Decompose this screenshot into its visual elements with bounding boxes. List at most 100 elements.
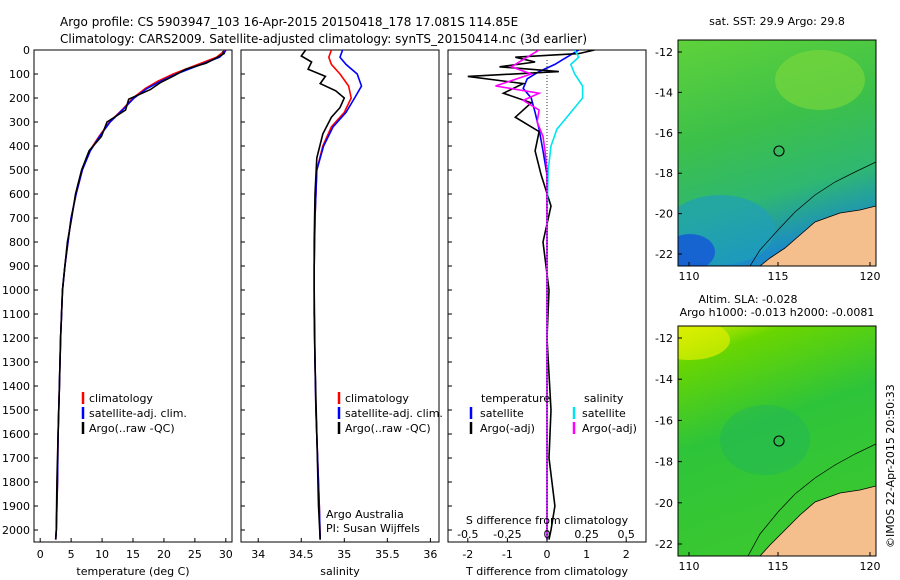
- depth-tick-label: 1500: [2, 404, 30, 417]
- land-mass: [760, 486, 876, 556]
- temperature-panel: [33, 49, 233, 543]
- map-y-tick-label: -14: [655, 86, 673, 99]
- depth-tick-label: 1300: [2, 356, 30, 369]
- x-tick-label: -2: [462, 548, 473, 561]
- salinity-legend: climatology satellite-adj. clim. Argo(..…: [337, 392, 443, 435]
- depth-tick-label: 1800: [2, 476, 30, 489]
- pi-note: PI: Susan Wijffels: [326, 522, 420, 535]
- sla-map-frame: [677, 325, 877, 557]
- map-x-tick-label: 120: [860, 560, 881, 573]
- difference-legend-salinity: salinity satellite Argo(-adj): [572, 392, 637, 435]
- legend-label-sat-salinity: satellite: [582, 407, 626, 420]
- map-y-tick-label: -20: [655, 208, 673, 221]
- difference-legend-temperature: temperature satellite Argo(-adj): [469, 392, 550, 435]
- shelf-contour: [747, 443, 876, 556]
- x-tick-label: 35.5: [375, 548, 400, 561]
- legend-heading-temperature: temperature: [481, 392, 550, 405]
- depth-tick-label: 1700: [2, 452, 30, 465]
- x-tick-label: 0: [544, 548, 551, 561]
- series-line-temperature-satellite: [522, 50, 580, 540]
- legend-label-climatology: climatology: [345, 392, 409, 405]
- series-line-satellite-adj-clim-: [313, 50, 363, 540]
- map-y-tick-label: -22: [655, 248, 673, 261]
- map-x-tick-label: 110: [679, 560, 700, 573]
- legend-label-argo: Argo(-adj): [480, 422, 535, 435]
- legend-label-satellite: satellite-adj. clim.: [89, 407, 187, 420]
- map-x-tick-label: 110: [679, 270, 700, 283]
- x-tick-label: 15: [126, 548, 140, 561]
- x-tick-label: 1: [583, 548, 590, 561]
- map-y-tick-label: -20: [655, 497, 673, 510]
- depth-tick-label: 400: [9, 140, 30, 153]
- s-tick-label: -0.25: [493, 528, 521, 541]
- series-line-salinity-argo-adj-: [495, 50, 548, 540]
- sla-map: [678, 326, 876, 556]
- argo-float-marker: [773, 435, 785, 447]
- x-tick-label: 2: [623, 548, 630, 561]
- series-line-argo-raw-qc-: [300, 50, 346, 540]
- map-x-tick-label: 115: [768, 560, 789, 573]
- coastline: [759, 485, 876, 556]
- legend-label-argo: Argo(..raw -QC): [89, 422, 175, 435]
- sst-map: [678, 40, 876, 266]
- depth-tick-label: 600: [9, 188, 30, 201]
- map-y-tick-label: -16: [655, 127, 673, 140]
- legend-label-argo-salinity: Argo(-adj): [582, 422, 637, 435]
- argo-float-marker: [773, 145, 785, 157]
- x-tick-label: 5: [68, 548, 75, 561]
- s-difference-axis-label: S difference from climatology: [466, 514, 629, 527]
- map-y-tick-label: -12: [655, 46, 673, 59]
- header-line-2: Climatology: CARS2009. Satellite-adjuste…: [60, 32, 587, 46]
- sst-warm-patch: [775, 50, 865, 110]
- series-line-argo-raw-qc-: [54, 50, 226, 540]
- sst-map-title: sat. SST: 29.9 Argo: 29.8: [709, 15, 845, 28]
- land-mass: [760, 206, 876, 266]
- map-y-tick-label: -16: [655, 414, 673, 427]
- legend-label-argo: Argo(..raw -QC): [345, 422, 431, 435]
- depth-tick-label: 900: [9, 260, 30, 273]
- x-tick-label: 34.5: [289, 548, 314, 561]
- map-y-tick-label: -18: [655, 456, 673, 469]
- salinity-panel: [240, 49, 440, 543]
- series-line-temperature-argo-adj-: [467, 50, 595, 540]
- x-tick-label: -1: [502, 548, 513, 561]
- map-x-tick-label: 120: [860, 270, 881, 283]
- depth-tick-label: 500: [9, 164, 30, 177]
- x-tick-label: 0: [37, 548, 44, 561]
- depth-tick-label: 300: [9, 116, 30, 129]
- depth-tick-label: 1200: [2, 332, 30, 345]
- depth-tick-label: 0: [23, 44, 30, 57]
- header-line-1: Argo profile: CS 5903947_103 16-Apr-2015…: [60, 15, 518, 29]
- temperature-legend: climatology satellite-adj. clim. Argo(..…: [81, 392, 187, 435]
- depth-tick-label: 700: [9, 212, 30, 225]
- series-line-salinity-satellite: [546, 50, 584, 540]
- argo-australia-note: Argo Australia: [326, 508, 404, 521]
- temperature-axis-label: temperature (deg C): [76, 565, 189, 578]
- sla-low-patch: [720, 405, 810, 475]
- sla-map-title-2: Argo h1000: -0.013 h2000: -0.0081: [680, 306, 875, 319]
- sst-map-frame: [677, 39, 877, 267]
- x-tick-label: 34: [251, 548, 265, 561]
- map-x-tick-label: 115: [768, 270, 789, 283]
- sst-cold-patch: [678, 234, 715, 266]
- legend-label-satellite: satellite-adj. clim.: [345, 407, 443, 420]
- depth-tick-labels: 0 100 200 300 400 500 600 700 800 900 1000 1100 1200…: [2, 44, 452, 537]
- map-y-tick-label: -22: [655, 538, 673, 551]
- t-difference-axis-label: T difference from climatology: [465, 565, 628, 578]
- shelf-contour: [749, 161, 876, 266]
- x-tick-label: 25: [188, 548, 202, 561]
- depth-tick-label: 1100: [2, 308, 30, 321]
- depth-tick-label: 100: [9, 68, 30, 81]
- map-y-tick-label: -18: [655, 167, 673, 180]
- x-tick-label: 10: [95, 548, 109, 561]
- map-y-tick-label: -12: [655, 332, 673, 345]
- depth-tick-label: 2000: [2, 524, 30, 537]
- depth-tick-label: 1900: [2, 500, 30, 513]
- depth-tick-label: 1000: [2, 284, 30, 297]
- imos-credit: ©IMOS 22-Apr-2015 20:50:33: [884, 384, 897, 548]
- sla-high-patch: [678, 326, 730, 360]
- s-tick-label: -0.5: [457, 528, 478, 541]
- depth-tick-label: 200: [9, 92, 30, 105]
- series-line-climatology: [54, 50, 226, 540]
